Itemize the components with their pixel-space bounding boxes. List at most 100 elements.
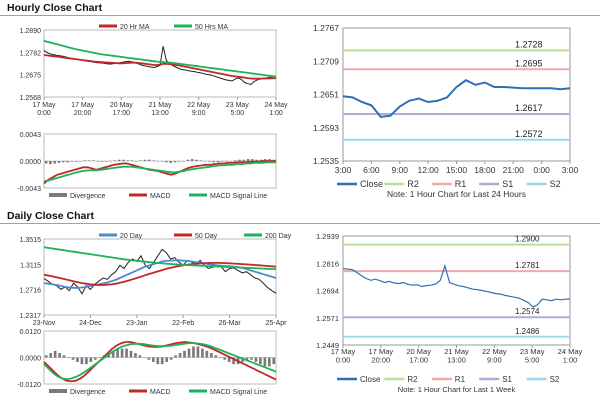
hourly-macd-divergence-bar xyxy=(44,161,48,164)
hourly-pivot-note: Note: 1 Hour Chart for Last 24 Hours xyxy=(387,189,526,199)
hourly-macd-divergence-bar xyxy=(109,161,112,162)
daily-macd-y-tick-label: 0.0000 xyxy=(20,356,42,363)
daily-price-x-tick-label: 24-Dec xyxy=(79,320,102,327)
hourly-price-x-tick-label: 17 May 0:00 xyxy=(33,102,56,117)
daily-macd-divergence-bar xyxy=(245,357,249,360)
hourly-macd-divergence-bar xyxy=(70,161,74,162)
hourly-pivot-level-label-s2: 1.2572 xyxy=(515,129,543,139)
hourly-price-x-tick-label: 22 May 9:00 xyxy=(187,102,210,117)
hourly-macd-divergence-bar xyxy=(208,161,211,162)
hourly-pivot-series-close xyxy=(342,79,571,118)
daily-macd-divergence-bar xyxy=(241,357,244,362)
hourly-macd-divergence-bar xyxy=(190,159,194,161)
hourly-macd-divergence-bar xyxy=(238,159,241,161)
daily-macd-divergence-bar xyxy=(125,348,128,358)
hourly-macd-divergence-bar xyxy=(87,160,91,161)
daily-macd-divergence-bar xyxy=(138,355,142,358)
hourly-macd-divergence-bar xyxy=(229,161,233,162)
hourly-pivot-y-tick-label: 1.2593 xyxy=(313,123,339,133)
hourly-price-legend-label: 20 Hr MA xyxy=(120,24,150,31)
daily-macd-divergence-bar xyxy=(196,346,200,358)
hourly-pivot-x-tick-label: 3:00 xyxy=(335,165,352,175)
hourly-pivot-legend-label: R2 xyxy=(407,179,419,189)
hourly-macd-divergence-bar xyxy=(83,160,87,161)
hourly-macd-divergence-bar xyxy=(203,161,207,162)
daily-pivot-x-tick-label: 17 May 0:00 xyxy=(331,347,356,365)
daily-macd-divergence-bar xyxy=(218,357,222,358)
hourly-price-y-tick-label: 1.2782 xyxy=(20,50,42,57)
daily-macd-divergence-bar xyxy=(232,357,235,365)
hourly-macd-divergence-bar xyxy=(233,160,237,161)
hourly-price-x-tick-label: 17 May 20:00 xyxy=(71,102,94,117)
hourly-macd-divergence-bar xyxy=(49,161,52,165)
hourly-pivot-y-tick-label: 1.2767 xyxy=(313,23,339,33)
hourly-macd-divergence-bar xyxy=(122,159,125,161)
hourly-macd-divergence-bar xyxy=(212,161,215,163)
daily-macd-divergence-bar xyxy=(134,353,137,358)
daily-pivot-x-tick-label: 17 May 20:00 xyxy=(369,347,394,365)
hourly-macd-divergence-bar xyxy=(263,159,267,161)
daily-macd-divergence-bar xyxy=(205,350,209,358)
hourly-pivot-x-tick-label: 18:00 xyxy=(474,165,496,175)
hourly-macd-divergence-bar xyxy=(173,161,177,163)
hourly-macd-divergence-bar xyxy=(186,159,190,161)
daily-price-legend-label: 20 Day xyxy=(120,233,143,240)
hourly-macd-divergence-bar xyxy=(225,161,228,162)
hourly-macd-series-macd xyxy=(43,160,276,185)
daily-macd-divergence-bar xyxy=(53,350,57,358)
hourly-pivot-legend-label: Close xyxy=(360,179,383,189)
daily-macd-divergence-bar xyxy=(80,357,84,365)
hourly-macd-divergence-bar xyxy=(126,160,130,161)
hourly-macd-divergence-bar xyxy=(135,161,138,162)
daily-macd-divergence-bar xyxy=(160,357,164,365)
hourly-macd-divergence-bar xyxy=(199,160,203,161)
daily-price-legend-label: 50 Day xyxy=(195,233,218,240)
hourly-macd-divergence-bar xyxy=(169,161,173,163)
daily-macd-divergence-bar xyxy=(151,357,155,362)
hourly-macd-divergence-bar xyxy=(92,160,95,161)
daily-pivot-x-tick-label: 21 May 13:00 xyxy=(444,347,469,365)
daily-price-legend-label: 200 Day xyxy=(265,233,292,240)
daily-macd-legend-label: MACD Signal Line xyxy=(210,389,267,396)
hourly-macd-divergence-bar xyxy=(178,161,181,162)
daily-macd-legend-label: Divergence xyxy=(70,389,106,396)
hourly-macd-divergence-bar xyxy=(195,159,198,161)
daily-macd-divergence-bar xyxy=(44,355,48,358)
daily-price-series-200-day xyxy=(43,246,277,270)
daily-pivot-x-tick-label: 24 May 1:00 xyxy=(558,347,583,365)
hourly-price-legend-label: 50 Hrs MA xyxy=(195,24,228,31)
daily-price-series-close xyxy=(43,248,277,295)
hourly-macd-divergence-bar xyxy=(152,160,155,161)
daily-macd-divergence-bar xyxy=(227,357,231,362)
hourly-pivot-legend-label: R1 xyxy=(455,179,467,189)
hourly-macd-series-macd-signal-line xyxy=(43,161,276,182)
hourly-price-x-tick-label: 24 May 1:00 xyxy=(265,102,288,117)
daily-pivot-note: Note: 1 Hour Chart for Last 1 Week xyxy=(398,385,516,394)
hourly-macd-divergence-bar xyxy=(251,159,254,161)
daily-macd-divergence-bar xyxy=(85,357,88,365)
hourly-macd-divergence-bar xyxy=(100,161,104,162)
hourly-macd-chart: 0.0043 0.0000 -0.0043 Divergence MACD MACD Si… xyxy=(17,132,277,200)
hourly-pivot-x-tick-label: 12:00 xyxy=(417,165,439,175)
daily-pivot-level-label-s1: 1.2574 xyxy=(515,307,540,316)
hourly-macd-legend-label: MACD Signal Line xyxy=(210,193,267,200)
daily-price-x-tick-label: 23-Jan xyxy=(126,320,148,327)
hourly-pivot-legend-label: S2 xyxy=(550,179,561,189)
daily-title-rule xyxy=(0,223,600,224)
daily-macd-chart: 0.0120 0.0000 -0.0120 Divergence MACD MACD Si… xyxy=(17,329,277,396)
daily-macd-divergence-bar xyxy=(254,357,258,362)
daily-macd-divergence-bar xyxy=(129,350,133,358)
daily-pivot-x-tick-label: 20 May 17:00 xyxy=(406,347,431,365)
hourly-price-y-tick-label: 1.2675 xyxy=(20,73,42,80)
daily-section-title: Daily Close Chart xyxy=(7,210,94,222)
daily-pivot-y-tick-label: 1.2449 xyxy=(316,341,339,350)
hourly-price-x-tick-label: 20 May 17:00 xyxy=(110,102,133,117)
hourly-macd-divergence-bar xyxy=(62,161,65,163)
hourly-macd-divergence-bar xyxy=(268,159,271,161)
daily-macd-divergence-bar xyxy=(93,357,97,360)
daily-macd-legend-label: MACD xyxy=(150,389,171,396)
daily-macd-divergence-bar xyxy=(174,355,177,358)
hourly-macd-divergence-bar xyxy=(246,159,250,161)
